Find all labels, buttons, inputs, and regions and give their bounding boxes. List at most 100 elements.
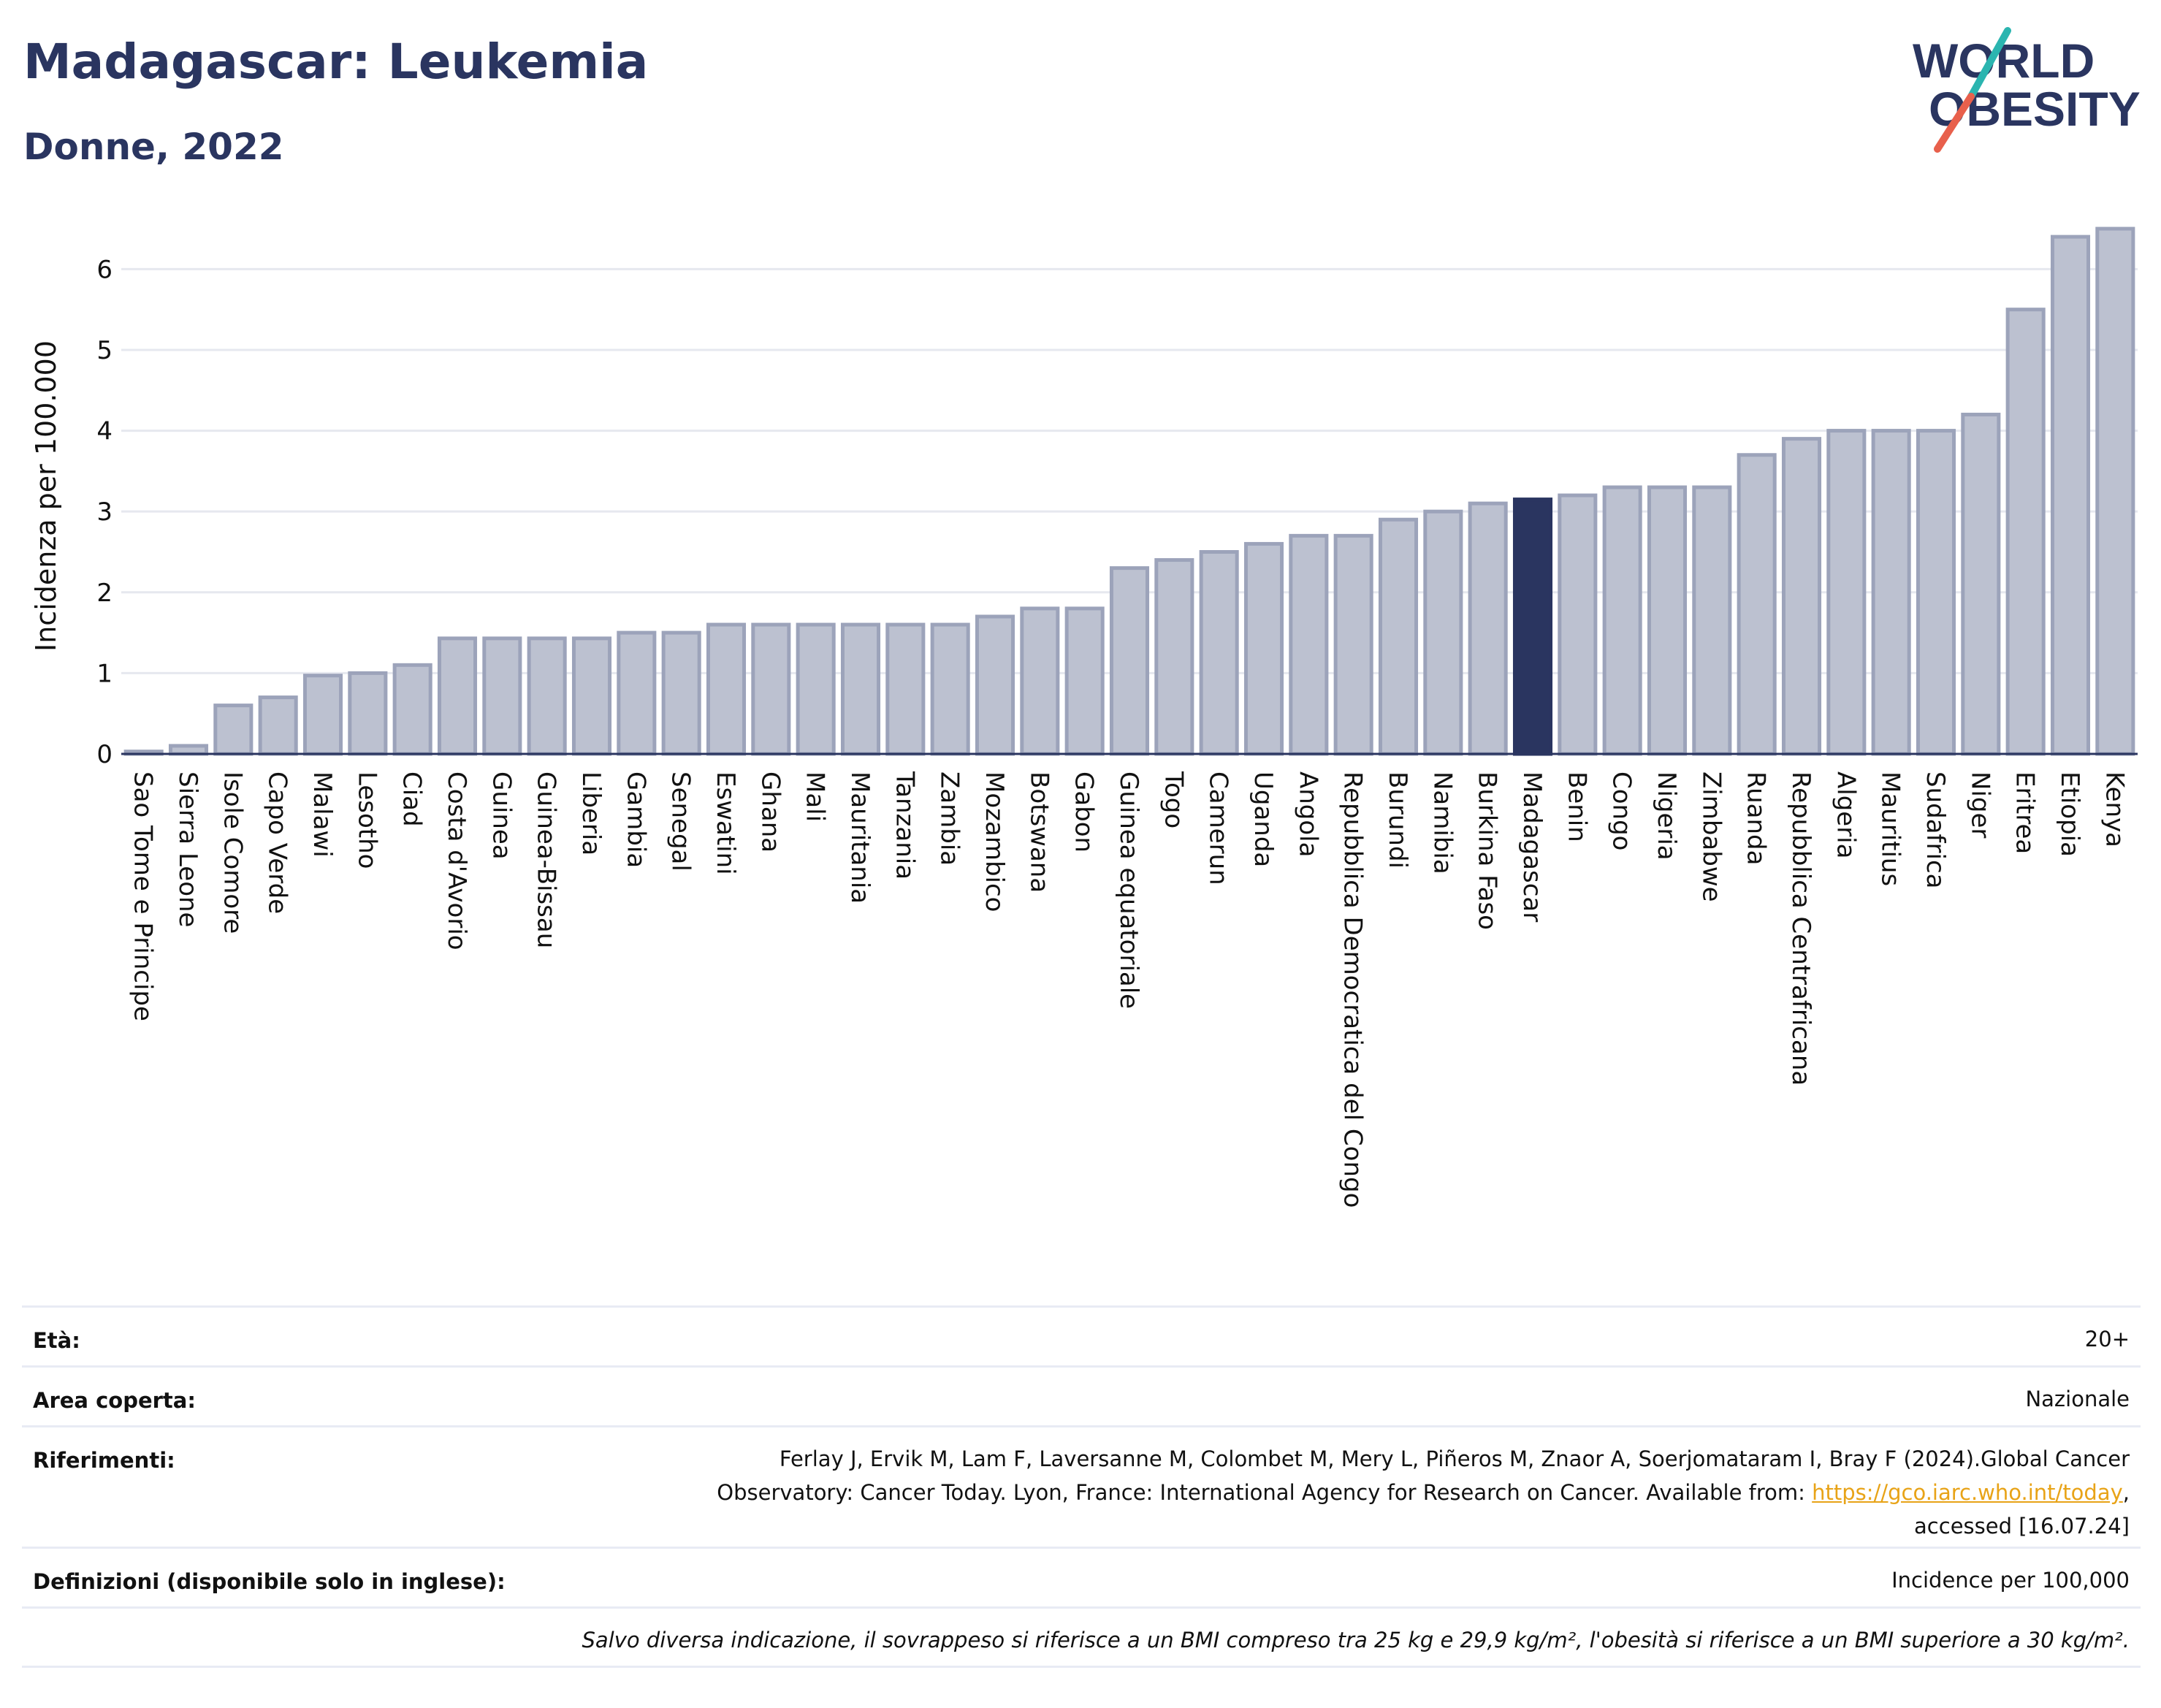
bar-uganda[interactable] xyxy=(1243,541,1284,756)
x-tick-label: Liberia xyxy=(576,771,606,855)
bar-madagascar[interactable] xyxy=(1512,497,1553,756)
bar-mali[interactable] xyxy=(796,622,836,756)
bar-repubblica-centrafricana[interactable] xyxy=(1781,437,1822,756)
bar-mauritania[interactable] xyxy=(840,622,881,756)
x-tick-label: Nigeria xyxy=(1652,771,1681,861)
x-tick-label: Botswana xyxy=(1024,771,1053,893)
age-label: Età: xyxy=(33,1328,80,1353)
bar-capo-verde[interactable] xyxy=(258,695,298,756)
bar-angola[interactable] xyxy=(1289,533,1329,756)
x-tick-label: Etiopia xyxy=(2055,771,2084,857)
bar-eswatini[interactable] xyxy=(706,622,747,756)
bar-sudafrica[interactable] xyxy=(1916,429,1956,756)
bar-tanzania[interactable] xyxy=(885,622,926,756)
bar-gambia[interactable] xyxy=(617,630,657,756)
bar-namibia[interactable] xyxy=(1423,509,1463,756)
x-tick-label: Burundi xyxy=(1383,771,1412,869)
bar-eritrea[interactable] xyxy=(2005,308,2046,756)
x-tick-label: Gambia xyxy=(621,771,650,868)
x-tick-label: Lesotho xyxy=(352,771,381,869)
y-tick-label: 5 xyxy=(96,336,113,365)
x-tick-label: Costa d'Avorio xyxy=(442,771,471,950)
bar-senegal[interactable] xyxy=(661,630,701,756)
bar-zimbabwe[interactable] xyxy=(1692,485,1732,756)
age-value: 20+ xyxy=(2084,1327,2130,1351)
bmi-note: Salvo diversa indicazione, il sovrappeso… xyxy=(582,1628,2130,1652)
x-tick-label: Mauritania xyxy=(845,771,874,904)
x-tick-label: Eritrea xyxy=(2011,771,2040,854)
info-row-definitions: Definizioni (disponibile solo in inglese… xyxy=(22,1547,2141,1606)
bar-guinea[interactable] xyxy=(482,636,522,756)
references-value: Ferlay J, Ervik M, Lam F, Laversanne M, … xyxy=(717,1442,2130,1543)
info-row-note: Salvo diversa indicazione, il sovrappeso… xyxy=(22,1606,2141,1668)
bar-ghana[interactable] xyxy=(751,622,791,756)
bar-liberia[interactable] xyxy=(571,636,612,756)
bar-algeria[interactable] xyxy=(1826,429,1867,756)
y-axis-title: Incidenza per 100.000 xyxy=(30,340,62,652)
bar-kenya[interactable] xyxy=(2095,226,2135,756)
bar-camerun[interactable] xyxy=(1199,549,1239,756)
x-axis-labels: Sao Tome e Principe Sierra Leone Isole Com… xyxy=(129,771,2130,1208)
y-tick-label: 1 xyxy=(96,659,113,688)
bar-mozambico[interactable] xyxy=(975,614,1015,756)
bar-ciad[interactable] xyxy=(392,663,432,756)
x-tick-label: Mali xyxy=(801,771,830,822)
bar-guinea-bissau[interactable] xyxy=(527,636,567,756)
bar-chart: 0 1 2 3 4 5 6 Sao Tome e Principe Sierra Leone I… xyxy=(30,226,2138,1208)
bar-costa-d-avorio[interactable] xyxy=(437,636,478,756)
bar-ruanda[interactable] xyxy=(1737,453,1777,756)
world-obesity-logo: WORLD OBESITY xyxy=(1913,27,2141,153)
x-tick-label: Zimbabwe xyxy=(1696,771,1726,902)
info-table: Età: 20+ Area coperta: Nazionale Riferim… xyxy=(22,1305,2141,1668)
bar-repubblica-democratica-del-congo[interactable] xyxy=(1333,533,1373,756)
y-tick-label: 6 xyxy=(96,255,113,284)
area-label: Area coperta: xyxy=(33,1388,196,1413)
bar-togo[interactable] xyxy=(1154,558,1194,756)
x-tick-label: Eswatini xyxy=(711,771,740,875)
logo-slash-teal xyxy=(1967,27,2011,100)
bar-guinea-equatoriale[interactable] xyxy=(1109,566,1150,756)
x-tick-label: Namibia xyxy=(1428,771,1457,874)
references-link[interactable]: https://gco.iarc.who.int/today xyxy=(1812,1480,2123,1505)
bar-lesotho[interactable] xyxy=(348,671,388,756)
bar-benin[interactable] xyxy=(1558,493,1598,756)
references-line-2-end: , xyxy=(2122,1480,2130,1505)
bar-malawi[interactable] xyxy=(302,674,343,756)
bars xyxy=(123,226,2135,756)
bar-sierra-leone[interactable] xyxy=(168,744,209,756)
bar-burkina-faso[interactable] xyxy=(1468,501,1508,756)
x-tick-label: Sao Tome e Principe xyxy=(129,771,158,1021)
info-row-area: Area coperta: Nazionale xyxy=(22,1365,2141,1425)
x-tick-label: Isole Comore xyxy=(218,771,247,934)
bar-etiopia[interactable] xyxy=(2050,235,2091,756)
info-row-age: Età: 20+ xyxy=(22,1305,2141,1365)
references-line-3: accessed [16.07.24] xyxy=(1914,1514,2130,1539)
x-tick-label: Mozambico xyxy=(980,771,1009,912)
y-tick-label: 4 xyxy=(96,417,113,446)
y-axis-ticks: 0 1 2 3 4 5 6 xyxy=(96,255,113,769)
bar-botswana[interactable] xyxy=(1020,606,1060,756)
x-tick-label: Malawi xyxy=(308,771,337,858)
bar-nigeria[interactable] xyxy=(1647,485,1688,756)
x-tick-label: Benin xyxy=(1562,771,1591,842)
y-tick-label: 0 xyxy=(96,740,113,769)
bar-niger[interactable] xyxy=(1961,412,2001,756)
x-tick-label: Gabon xyxy=(1070,771,1099,853)
bar-mauritius[interactable] xyxy=(1871,429,1911,756)
x-tick-label: Ghana xyxy=(755,771,785,853)
x-tick-label: Ruanda xyxy=(1742,771,1771,865)
bar-congo[interactable] xyxy=(1602,485,1642,756)
x-tick-label: Angola xyxy=(1293,771,1322,857)
area-value: Nazionale xyxy=(2025,1387,2130,1411)
bar-zambia[interactable] xyxy=(930,622,970,756)
x-tick-label: Zambia xyxy=(935,771,964,866)
x-tick-label: Capo Verde xyxy=(263,771,292,914)
x-tick-label: Togo xyxy=(1159,771,1188,828)
page-title: Madagascar: Leukemia xyxy=(23,34,649,90)
bar-isole-comore[interactable] xyxy=(213,704,254,756)
references-line-1: Ferlay J, Ervik M, Lam F, Laversanne M, … xyxy=(779,1446,2130,1471)
bar-gabon[interactable] xyxy=(1064,606,1105,756)
definitions-value: Incidence per 100,000 xyxy=(1891,1568,2130,1593)
bar-burundi[interactable] xyxy=(1378,517,1419,756)
x-tick-label: Senegal xyxy=(666,771,695,872)
